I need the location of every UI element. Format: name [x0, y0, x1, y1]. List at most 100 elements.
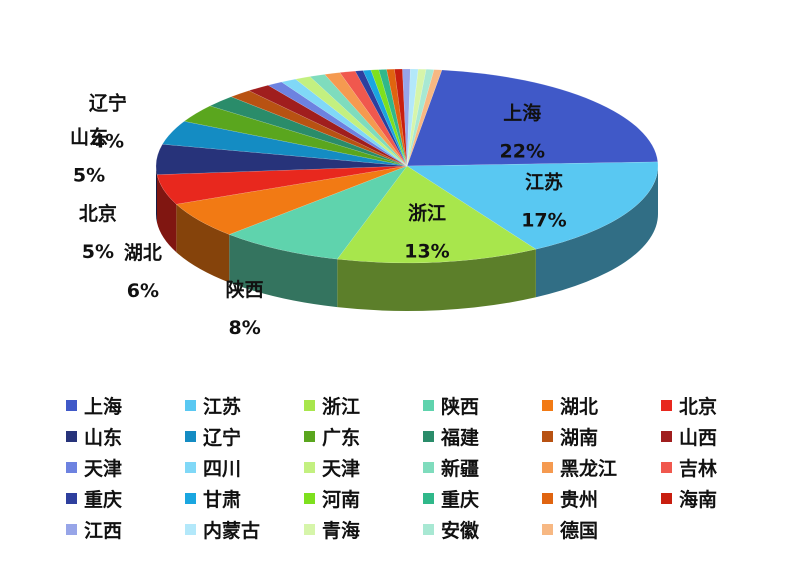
legend-item: 北京: [661, 393, 780, 418]
legend-swatch: [185, 430, 196, 442]
pie-slice-26: [406, 68, 419, 167]
slice-label-value-3: 13%: [404, 241, 449, 263]
legend-label: 青海: [322, 519, 361, 542]
legend-item: 河南: [304, 486, 423, 511]
pie-slice-6: [156, 165, 408, 205]
pie-slice-13: [267, 81, 408, 167]
slice-label-name-5: 湖北: [124, 242, 162, 264]
legend-label: 天津: [322, 457, 361, 480]
legend-label: 广东: [322, 426, 361, 449]
slice-label-name-1: 上海: [503, 102, 541, 125]
legend-label: 山西: [679, 426, 718, 449]
legend-item: 上海: [66, 393, 185, 418]
legend-label: 新疆: [441, 457, 480, 480]
pie-sides: [156, 166, 658, 311]
pie-slice-16: [309, 74, 408, 167]
legend-label: 湖南: [560, 426, 599, 449]
pie-slice-14: [280, 78, 408, 167]
legend-label: 四川: [203, 457, 242, 480]
legend-label: 黑龙江: [560, 457, 618, 480]
legend-swatch: [423, 492, 434, 504]
legend-item: 福建: [423, 424, 542, 449]
legend-label: 甘肃: [203, 488, 242, 511]
legend-label: 海南: [679, 488, 718, 511]
legend-swatch: [304, 523, 315, 535]
legend-swatch: [542, 523, 553, 535]
legend-swatch: [185, 523, 196, 535]
legend-swatch: [542, 430, 553, 442]
legend-swatch: [66, 461, 77, 473]
pie-tops: [155, 68, 659, 264]
pie-slice-1: [406, 69, 659, 167]
pie-slice-5: [175, 165, 408, 235]
legend-label: 江苏: [203, 395, 242, 418]
pie-slice-side-3: [337, 249, 536, 311]
pie-slice-side-4: [229, 234, 338, 308]
legend: 上海 江苏 浙江 陕西 湖北 北京 山东 辽宁 广东 福建 湖南 山西 天津 四川 天津 新疆 黑龙江 吉林 重庆 甘…: [66, 393, 766, 542]
pie-labels: 上海 22% 江苏 17% 浙江 13% 陕西 8% 湖北 6% 北京 5% 山东 5% 辽宁 4%: [70, 91, 567, 339]
slice-label-value-4: 8%: [229, 317, 261, 339]
legend-item: 辽宁: [185, 424, 304, 449]
legend-swatch: [66, 523, 77, 535]
pie-slice-25: [402, 68, 411, 167]
pie-slice-23: [386, 68, 408, 167]
legend-item: 甘肃: [185, 486, 304, 511]
pie-slice-29: [406, 69, 443, 167]
legend-swatch: [304, 492, 315, 504]
pie-slice-side-2: [535, 166, 658, 298]
legend-item: 陕西: [423, 393, 542, 418]
legend-item: 四川: [185, 455, 304, 480]
legend-label: 江西: [84, 519, 123, 542]
legend-item: 重庆: [66, 486, 185, 511]
legend-item: 吉林: [661, 455, 780, 480]
pie-slice-24: [394, 68, 408, 167]
pie-slice-12: [248, 84, 408, 167]
legend-swatch: [542, 399, 553, 411]
legend-swatch: [423, 399, 434, 411]
pie-slice-15: [294, 76, 408, 167]
slice-label-value-2: 17%: [521, 210, 566, 232]
legend-item: 青海: [304, 517, 423, 542]
legend-swatch: [423, 461, 434, 473]
pie-slice-2: [406, 161, 659, 250]
slice-label-value-8: 4%: [92, 130, 124, 152]
slice-label-value-6: 5%: [82, 241, 114, 263]
pie-slice-28: [406, 69, 435, 167]
slice-label-name-7: 山东: [70, 126, 108, 149]
legend-label: 河南: [322, 488, 361, 511]
legend-label: 北京: [679, 395, 718, 418]
legend-item: 安徽: [423, 517, 542, 542]
legend-item: 浙江: [304, 393, 423, 418]
pie-slice-22: [378, 69, 408, 167]
legend-label: 贵州: [560, 488, 599, 511]
slice-label-name-4: 陕西: [226, 278, 264, 301]
legend-item: 海南: [661, 486, 780, 511]
legend-item: 湖北: [542, 393, 661, 418]
legend-item: 重庆: [423, 486, 542, 511]
legend-label: 德国: [560, 519, 599, 542]
pie-slice-9: [183, 105, 408, 167]
legend-label: 重庆: [84, 488, 123, 511]
legend-swatch: [661, 461, 672, 473]
legend-label: 吉林: [679, 457, 718, 480]
slice-label-name-8: 辽宁: [89, 91, 127, 114]
legend-label: 辽宁: [203, 426, 242, 449]
pie-slice-7: [155, 143, 408, 175]
legend-swatch: [423, 523, 434, 535]
legend-swatch: [423, 430, 434, 442]
legend-label: 福建: [441, 426, 480, 449]
legend-item: 江苏: [185, 393, 304, 418]
legend-swatch: [304, 461, 315, 473]
pie-slice-10: [209, 96, 408, 167]
pie-slice-18: [339, 70, 408, 167]
legend-item: 新疆: [423, 455, 542, 480]
legend-item: 黑龙江: [542, 455, 661, 480]
legend-label: 浙江: [322, 395, 361, 418]
pie-chart-plot: 上海 22% 江苏 17% 浙江 13% 陕西 8% 湖北 6% 北京 5% 山东 5% 辽宁 4%: [70, 68, 659, 339]
pie-slice-4: [228, 165, 408, 260]
pie-slice-side-7: [156, 166, 157, 223]
legend-swatch: [66, 492, 77, 504]
legend-item: 天津: [66, 455, 185, 480]
legend-item: 山西: [661, 424, 780, 449]
